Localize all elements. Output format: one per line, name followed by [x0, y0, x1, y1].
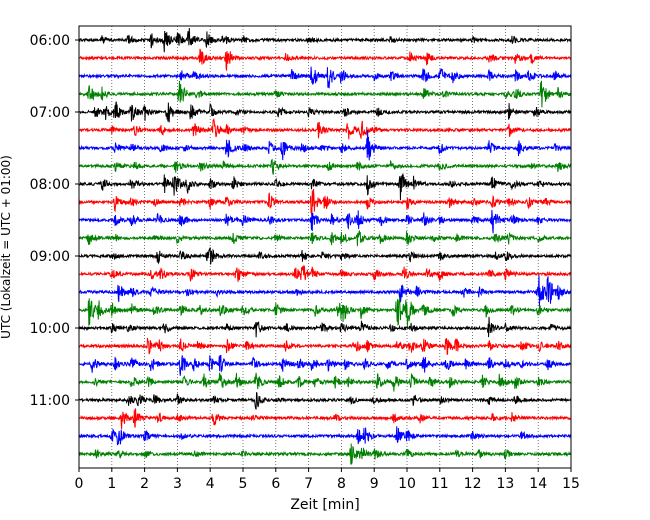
trace-0900 [78, 247, 572, 265]
trace-0800 [78, 172, 572, 201]
trace-0815 [78, 189, 572, 218]
plot-frame [78, 25, 572, 469]
trace-1045 [78, 372, 572, 392]
x-tick-label: 3 [173, 476, 182, 492]
trace-1000 [78, 316, 572, 338]
x-tick-label: 14 [529, 476, 547, 492]
trace-1100 [78, 392, 572, 410]
y-axis-ticks: 06:00 07:00 08:00 09:00 10:00 11:00 [30, 33, 79, 409]
y-tick-label: 11:00 [30, 393, 70, 409]
trace-1115 [78, 408, 572, 430]
x-tick-label: 5 [239, 476, 248, 492]
trace-1130 [78, 426, 572, 446]
y-axis-label: UTC (Lokalzeit = UTC + 01:00) [0, 155, 13, 339]
x-tick-label: 0 [75, 476, 84, 492]
x-tick-label: 8 [337, 476, 346, 492]
x-tick-label: 2 [140, 476, 149, 492]
x-tick-label: 15 [562, 476, 580, 492]
trace-0945 [78, 297, 572, 328]
x-tick-label: 4 [206, 476, 215, 492]
trace-0700 [78, 101, 572, 123]
trace-0930 [78, 275, 572, 308]
trace-1145 [78, 443, 572, 465]
y-tick-label: 09:00 [30, 249, 70, 265]
x-tick-label: 12 [464, 476, 482, 492]
x-tick-label: 10 [398, 476, 416, 492]
seismogram-traces [78, 27, 572, 465]
y-tick-label: 08:00 [30, 177, 70, 193]
trace-0715 [78, 118, 572, 140]
trace-0745 [78, 158, 572, 175]
x-tick-label: 13 [496, 476, 514, 492]
trace-0730 [78, 129, 572, 161]
trace-0645 [78, 80, 572, 108]
x-tick-label: 11 [431, 476, 449, 492]
trace-0600 [78, 27, 572, 53]
trace-0615 [78, 48, 572, 72]
y-tick-label: 07:00 [30, 105, 70, 121]
x-tick-label: 7 [304, 476, 313, 492]
y-tick-label: 06:00 [30, 33, 70, 49]
trace-0630 [78, 66, 572, 89]
x-tick-label: 6 [271, 476, 280, 492]
x-axis-ticks: 0 1 2 3 4 5 6 7 8 9 10 11 12 13 14 15 [75, 468, 580, 492]
trace-0915 [78, 264, 572, 282]
trace-0830 [78, 209, 572, 234]
x-axis-label: Zeit [min] [290, 497, 359, 513]
x-tick-label: 9 [370, 476, 379, 492]
grid-lines [111, 26, 539, 468]
trace-0845 [78, 229, 572, 247]
y-tick-label: 10:00 [30, 321, 70, 337]
trace-1015 [78, 337, 572, 356]
x-tick-label: 1 [107, 476, 116, 492]
trace-1030 [78, 354, 572, 376]
